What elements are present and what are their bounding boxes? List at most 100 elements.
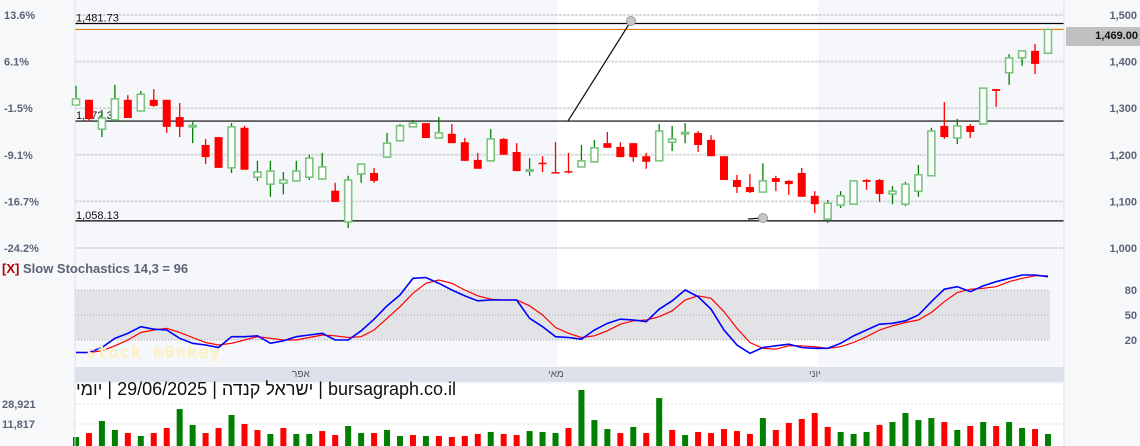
stoch-axis-label: 80 <box>1125 285 1137 297</box>
candle[interactable] <box>914 165 923 197</box>
candle[interactable] <box>590 139 599 163</box>
volume-bar <box>785 422 792 446</box>
candle[interactable] <box>992 89 1001 107</box>
candle[interactable] <box>525 158 534 176</box>
candle[interactable] <box>149 89 158 107</box>
candle[interactable] <box>1043 28 1053 55</box>
candle[interactable] <box>720 156 728 180</box>
trend-line-handle[interactable] <box>626 16 636 26</box>
candle[interactable] <box>499 138 508 155</box>
candle[interactable] <box>862 179 871 190</box>
candle[interactable] <box>758 163 768 193</box>
candle[interactable] <box>667 125 677 152</box>
candle[interactable] <box>71 85 81 106</box>
price-axis-label: 1,000 <box>1109 243 1137 255</box>
candle[interactable] <box>551 142 560 174</box>
candle[interactable] <box>927 127 936 177</box>
candle[interactable] <box>771 175 780 192</box>
trend-line[interactable] <box>567 20 632 122</box>
candle[interactable] <box>136 90 146 112</box>
candle[interactable] <box>577 145 586 168</box>
candle[interactable] <box>732 174 741 194</box>
candle[interactable] <box>486 129 496 162</box>
candle[interactable] <box>603 131 612 148</box>
candle[interactable] <box>253 160 262 181</box>
candle[interactable] <box>279 172 288 195</box>
candle[interactable] <box>408 119 418 128</box>
caption-separator: | <box>318 379 323 399</box>
candle[interactable] <box>888 186 897 205</box>
candle-body-up <box>849 180 858 205</box>
volume-bar <box>241 424 248 446</box>
volume-bar <box>85 433 92 446</box>
candle[interactable] <box>1031 43 1040 75</box>
candle[interactable] <box>266 160 275 197</box>
candle[interactable] <box>421 123 430 139</box>
candle[interactable] <box>1017 50 1027 66</box>
candle[interactable] <box>694 131 703 153</box>
candle[interactable] <box>162 99 171 133</box>
candle[interactable] <box>175 103 184 138</box>
candle[interactable] <box>240 125 249 170</box>
candle[interactable] <box>784 179 793 195</box>
candle[interactable] <box>797 167 806 197</box>
candle[interactable] <box>1004 54 1014 85</box>
candle[interactable] <box>473 152 482 169</box>
candle[interactable] <box>188 122 197 144</box>
candle[interactable] <box>642 152 651 169</box>
candle[interactable] <box>849 179 858 205</box>
candle-body-down <box>992 89 1001 91</box>
candle[interactable] <box>654 124 664 162</box>
candle[interactable] <box>616 142 625 158</box>
remove-indicator-button[interactable]: [X] <box>2 261 20 276</box>
candle[interactable] <box>538 156 547 173</box>
candle[interactable] <box>356 163 366 183</box>
candle[interactable] <box>343 175 353 228</box>
candle-body-down <box>603 143 612 148</box>
volume-bar <box>993 426 1000 446</box>
stoch-k-line <box>76 274 1049 355</box>
candle[interactable] <box>564 152 573 174</box>
candle[interactable] <box>292 160 301 182</box>
candle[interactable] <box>952 118 962 145</box>
candle[interactable] <box>836 191 845 208</box>
volume-bar <box>176 409 183 446</box>
volume-bar <box>500 433 507 446</box>
candle[interactable] <box>978 87 988 125</box>
candle[interactable] <box>317 152 327 180</box>
candle[interactable] <box>745 173 754 194</box>
volume-bar <box>371 433 378 446</box>
candle[interactable] <box>810 191 819 214</box>
candle[interactable] <box>447 124 456 144</box>
candle[interactable] <box>966 124 975 139</box>
candle[interactable] <box>304 154 314 180</box>
candle[interactable] <box>901 181 910 207</box>
candle[interactable] <box>110 84 120 121</box>
candle[interactable] <box>707 135 716 157</box>
candle[interactable] <box>512 143 521 172</box>
month-label-june: יוני <box>809 369 821 380</box>
volume-bar <box>1019 427 1026 446</box>
candle[interactable] <box>97 110 107 138</box>
candle[interactable] <box>823 200 832 223</box>
candle[interactable] <box>434 117 444 139</box>
small-trend-line-handle[interactable] <box>758 213 768 223</box>
volume-bar <box>150 433 157 446</box>
candle[interactable] <box>629 143 638 162</box>
candle[interactable] <box>331 182 340 202</box>
candle[interactable] <box>395 124 405 142</box>
candle[interactable] <box>382 132 392 159</box>
candle[interactable] <box>460 138 469 161</box>
candle[interactable] <box>201 138 210 165</box>
candle[interactable] <box>84 99 93 122</box>
candle[interactable] <box>875 179 884 202</box>
candle[interactable] <box>123 95 132 118</box>
candle[interactable] <box>227 123 236 173</box>
volume-bar <box>254 429 261 446</box>
candle[interactable] <box>940 102 949 139</box>
caption-separator: | <box>212 379 217 399</box>
candle[interactable] <box>680 123 690 144</box>
candle[interactable] <box>214 137 223 168</box>
candle[interactable] <box>370 167 379 183</box>
